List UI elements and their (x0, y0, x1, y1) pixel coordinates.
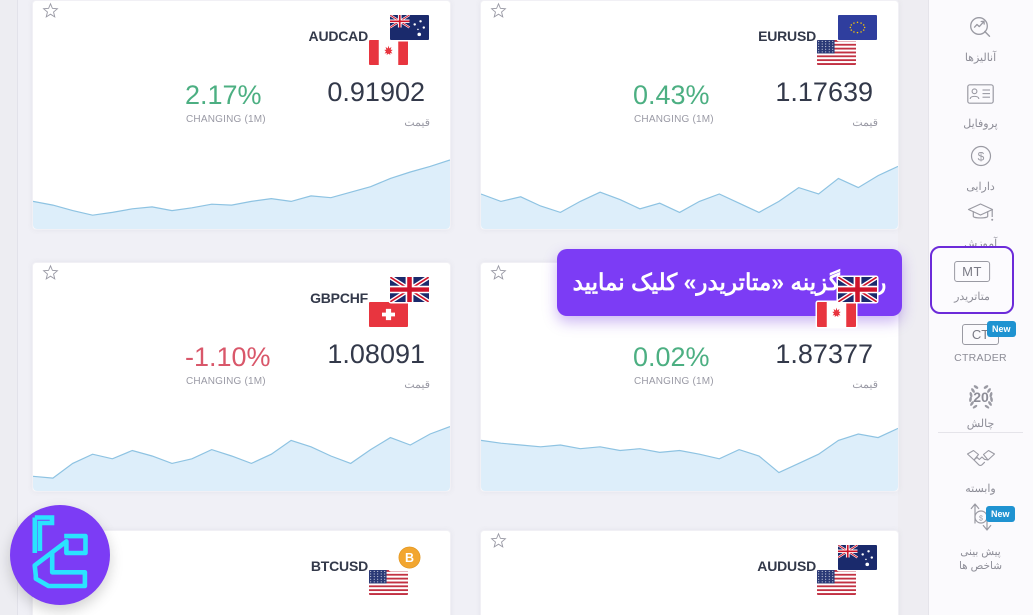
svg-text:$: $ (979, 516, 983, 523)
svg-text:20: 20 (973, 389, 989, 405)
svg-text:B: B (405, 551, 414, 565)
svg-text:$: $ (977, 150, 984, 164)
